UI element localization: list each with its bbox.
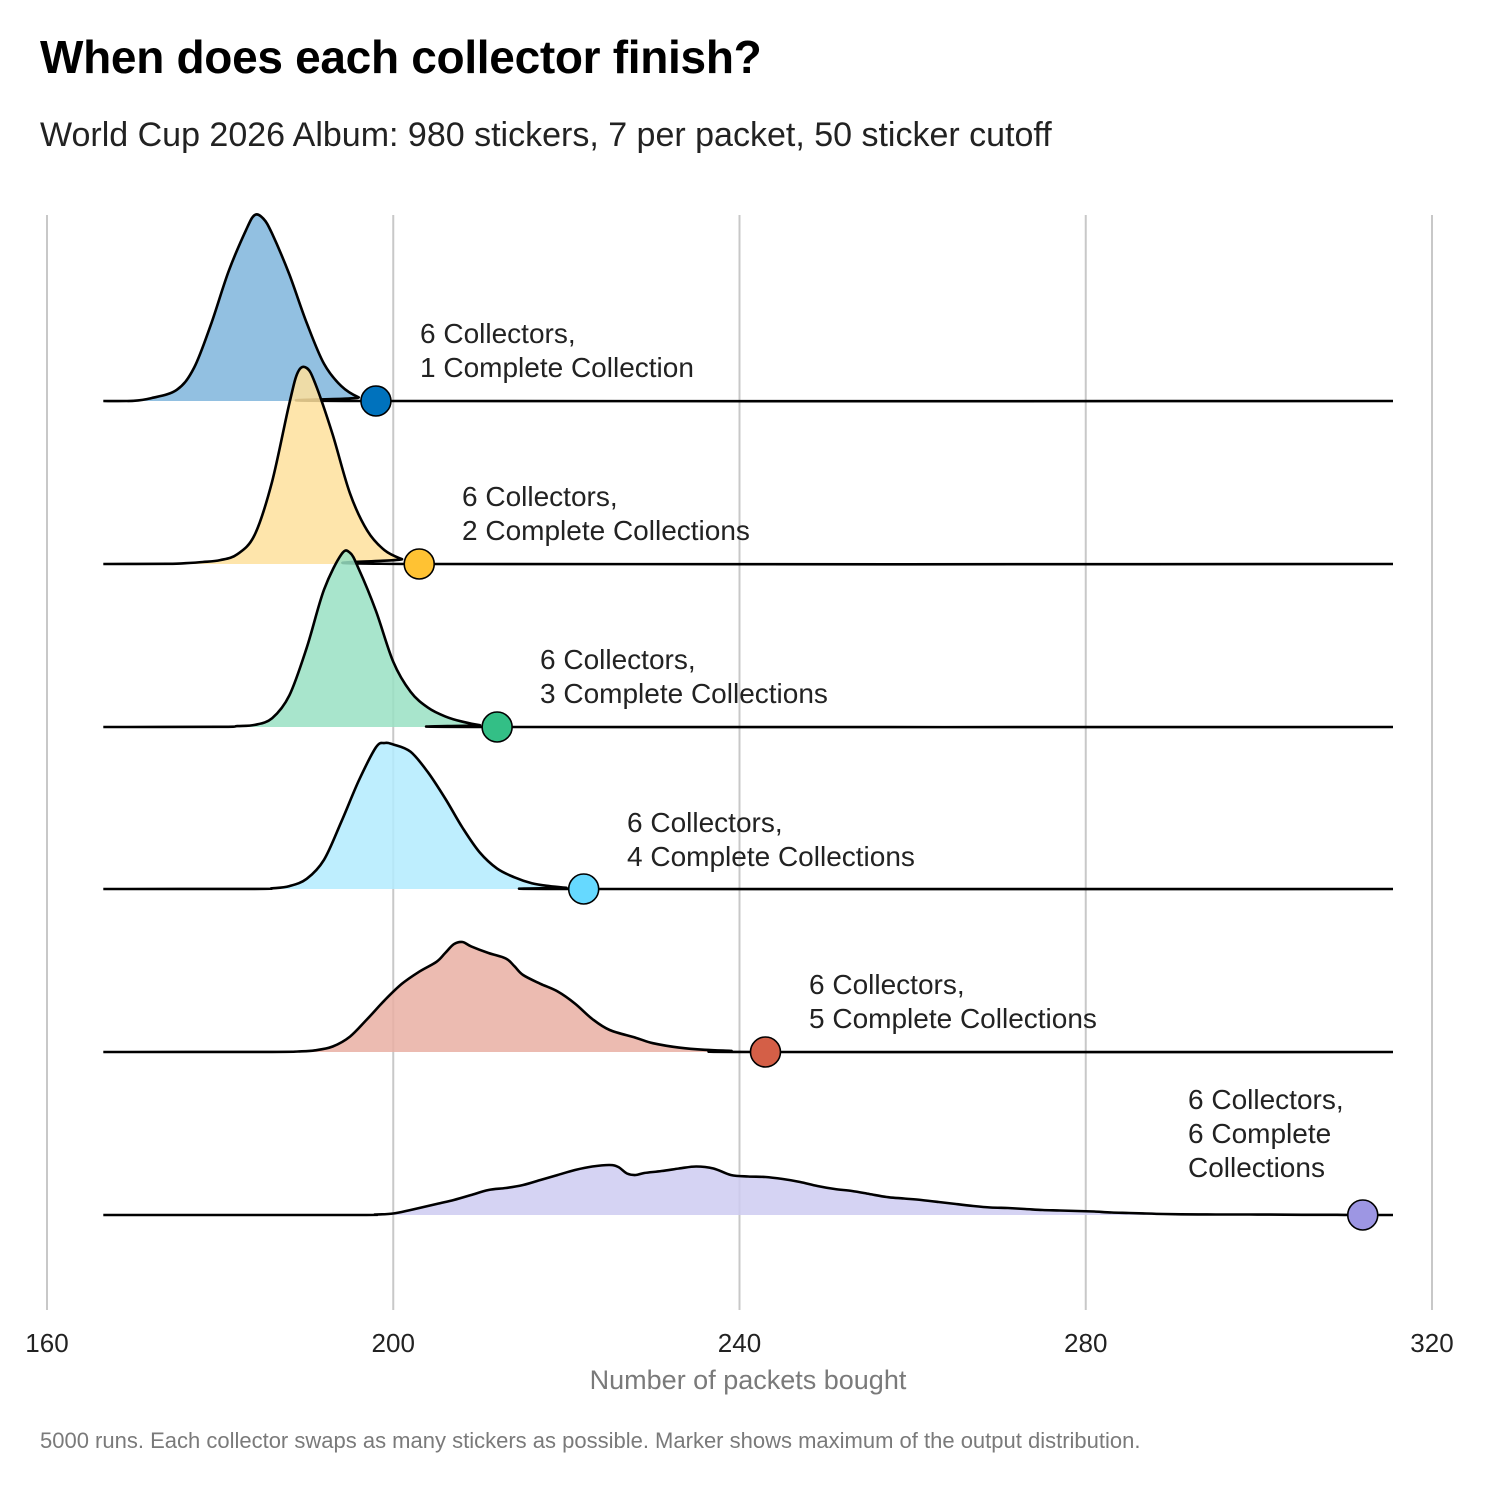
ridge-series-2: 6 Collectors,2 Complete Collections xyxy=(103,365,1394,580)
ridge-outline xyxy=(103,1163,1393,1217)
ridge-series-5: 6 Collectors,5 Complete Collections xyxy=(103,940,1394,1068)
max-marker xyxy=(481,711,513,743)
x-tick-label: 280 xyxy=(1064,1328,1107,1358)
ridge-outline xyxy=(103,741,1394,891)
series-label-line: 5 Complete Collections xyxy=(809,1003,1097,1034)
max-marker xyxy=(360,385,392,417)
series-label-line: 1 Complete Collection xyxy=(420,352,694,383)
x-tick-label: 160 xyxy=(25,1328,68,1358)
x-axis-ticks: 160 200 240 280 320 xyxy=(25,1328,1453,1358)
series-label-line: 3 Complete Collections xyxy=(540,678,828,709)
series-label-line: 6 Complete xyxy=(1188,1118,1331,1149)
ridge-series-1: 6 Collectors,1 Complete Collection xyxy=(103,213,1394,417)
x-tick-label: 200 xyxy=(372,1328,415,1358)
ridge-fill xyxy=(103,1164,1393,1215)
gridlines xyxy=(46,215,1433,1310)
series-label-line: 6 Collectors, xyxy=(809,969,965,1000)
chart-title: When does each collector finish? xyxy=(40,31,762,83)
max-marker xyxy=(403,548,436,580)
chart-caption: 5000 runs. Each collector swaps as many … xyxy=(40,1428,1141,1453)
x-tick-label: 320 xyxy=(1410,1328,1453,1358)
series-label-line: 6 Collectors, xyxy=(627,807,783,838)
ridge-fill xyxy=(103,742,1393,890)
series-label-line: 6 Collectors, xyxy=(420,318,576,349)
x-tick-label: 240 xyxy=(718,1328,761,1358)
max-marker xyxy=(1346,1199,1379,1231)
x-axis-label: Number of packets bought xyxy=(590,1365,907,1395)
ridge-series-4: 6 Collectors,4 Complete Collections xyxy=(103,741,1394,905)
ridge-fill xyxy=(103,941,1393,1053)
series-label-line: 6 Collectors, xyxy=(462,481,618,512)
series-label-line: 6 Collectors, xyxy=(1188,1084,1344,1115)
max-marker xyxy=(749,1036,782,1068)
chart-subtitle: World Cup 2026 Album: 980 stickers, 7 pe… xyxy=(40,116,1052,154)
ridge-fill xyxy=(103,214,1393,402)
series-label-line: 4 Complete Collections xyxy=(627,841,915,872)
series-label-line: 6 Collectors, xyxy=(540,644,696,675)
ridge-outline xyxy=(103,940,1394,1054)
ridge-outline xyxy=(103,365,1394,566)
series-label-line: Collections xyxy=(1188,1152,1325,1183)
ridge-outline xyxy=(103,549,1394,729)
series-label-line: 2 Complete Collections xyxy=(462,515,750,546)
ridge-series-3: 6 Collectors,3 Complete Collections xyxy=(103,549,1394,743)
ridge-fill xyxy=(103,550,1393,728)
max-marker xyxy=(567,873,600,905)
